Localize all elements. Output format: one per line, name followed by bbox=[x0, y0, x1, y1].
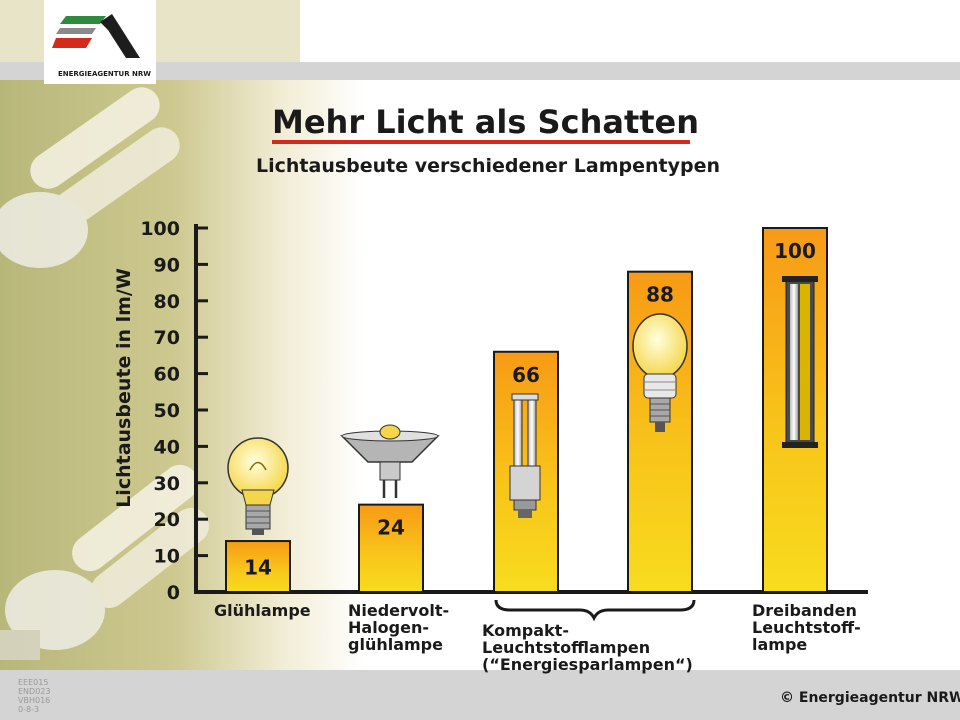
category-label-kompakt: Kompakt-Leuchtstofflampen (“Energiesparl… bbox=[482, 621, 693, 674]
y-tick-label: 0 bbox=[167, 582, 180, 604]
bar-value-label: 14 bbox=[244, 556, 272, 580]
document-codes: EEE015 END023 VBH016 0-8-3 bbox=[18, 678, 51, 714]
chart-subtitle: Lichtausbeute verschiedener Lampentypen bbox=[256, 155, 720, 177]
header-band bbox=[0, 62, 960, 80]
bar-value-label: 100 bbox=[774, 239, 816, 263]
background-lamp-icon bbox=[0, 87, 209, 660]
bar-1 bbox=[225, 540, 291, 593]
y-tick-label: 20 bbox=[154, 509, 180, 531]
y-tick-label: 60 bbox=[154, 364, 180, 386]
fluorescent-tube-icon bbox=[782, 276, 818, 448]
halogen-reflector-lamp-icon bbox=[340, 424, 440, 498]
energieagentur-logo: ENERGIEAGENTUR NRW bbox=[52, 14, 151, 78]
copyright-text: © Energieagentur NRW bbox=[780, 690, 960, 706]
y-tick-label: 100 bbox=[140, 218, 180, 240]
bar-value-label: 88 bbox=[646, 283, 674, 307]
category-label-dreibanden: Dreibanden Leuchtstoff- lampe bbox=[752, 601, 861, 654]
y-axis-label: Lichtausbeute in lm/W bbox=[113, 268, 135, 508]
chart-title: Mehr Licht als Schatten bbox=[272, 103, 699, 141]
gluehlampe-bulb-icon bbox=[227, 437, 289, 535]
y-tick-label: 70 bbox=[154, 327, 180, 349]
category-brace bbox=[494, 599, 696, 622]
bar-value-label: 24 bbox=[377, 516, 405, 540]
y-tick-label: 80 bbox=[154, 291, 180, 313]
bar-2 bbox=[358, 503, 424, 594]
compact-fluorescent-tube-icon bbox=[509, 393, 541, 518]
category-label-halogen: Niedervolt- Halogen- glühlampe bbox=[348, 601, 450, 654]
bar-value-label: 66 bbox=[512, 363, 540, 387]
y-tick-label: 30 bbox=[154, 473, 180, 495]
y-tick-label: 90 bbox=[154, 254, 180, 276]
footer-band bbox=[0, 670, 960, 720]
y-tick-label: 10 bbox=[154, 546, 180, 568]
y-tick-label: 40 bbox=[154, 436, 180, 458]
energy-saving-bulb-icon bbox=[632, 313, 688, 432]
y-tick-label: 50 bbox=[154, 400, 180, 422]
category-label-gluehlampe: Glühlampe bbox=[214, 601, 311, 620]
logo-text: ENERGIEAGENTUR NRW bbox=[58, 70, 151, 78]
title-underline bbox=[272, 140, 690, 144]
